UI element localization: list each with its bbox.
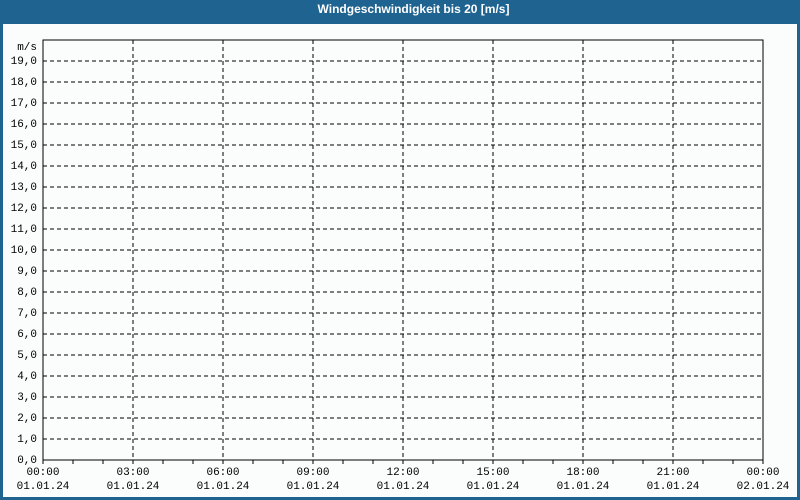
svg-text:12:00: 12:00 [386,467,419,479]
svg-text:00:00: 00:00 [746,467,779,479]
svg-text:01.01.24: 01.01.24 [647,481,700,493]
svg-text:6,0: 6,0 [17,329,37,341]
svg-text:18,0: 18,0 [11,77,37,89]
svg-text:03:00: 03:00 [116,467,149,479]
svg-text:15:00: 15:00 [476,467,509,479]
svg-text:02.01.24: 02.01.24 [737,481,790,493]
svg-text:01.01.24: 01.01.24 [107,481,160,493]
svg-text:01.01.24: 01.01.24 [377,481,430,493]
svg-text:4,0: 4,0 [17,371,37,383]
svg-text:10,0: 10,0 [11,245,37,257]
svg-text:15,0: 15,0 [11,140,37,152]
svg-text:2,0: 2,0 [17,413,37,425]
svg-text:09:00: 09:00 [296,467,329,479]
svg-text:06:00: 06:00 [206,467,239,479]
svg-text:00:00: 00:00 [26,467,59,479]
svg-text:8,0: 8,0 [17,287,37,299]
svg-text:01.01.24: 01.01.24 [467,481,520,493]
svg-text:19,0: 19,0 [11,56,37,68]
svg-text:9,0: 9,0 [17,266,37,278]
svg-text:1,0: 1,0 [17,434,37,446]
svg-text:0,0: 0,0 [17,455,37,467]
svg-text:01.01.24: 01.01.24 [197,481,250,493]
svg-text:12,0: 12,0 [11,203,37,215]
svg-text:16,0: 16,0 [11,119,37,131]
svg-text:01.01.24: 01.01.24 [287,481,340,493]
svg-text:m/s: m/s [17,42,37,54]
svg-text:7,0: 7,0 [17,308,37,320]
svg-text:11,0: 11,0 [11,224,37,236]
svg-text:14,0: 14,0 [11,161,37,173]
svg-text:17,0: 17,0 [11,98,37,110]
svg-text:21:00: 21:00 [656,467,689,479]
svg-text:18:00: 18:00 [566,467,599,479]
svg-text:3,0: 3,0 [17,392,37,404]
svg-text:5,0: 5,0 [17,350,37,362]
svg-text:01.01.24: 01.01.24 [17,481,70,493]
svg-text:13,0: 13,0 [11,182,37,194]
svg-text:01.01.24: 01.01.24 [557,481,610,493]
